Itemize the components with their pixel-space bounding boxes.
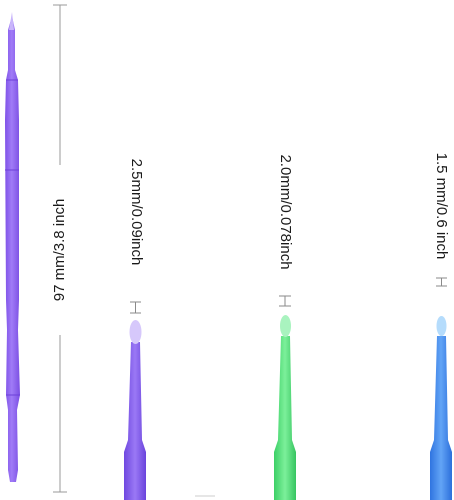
medium-tip-flocked-head (280, 315, 291, 337)
small-tip-size-marker (436, 277, 447, 287)
small-tip-applicator-body (430, 336, 452, 500)
small-tip-label: 1.5 mm/0.6 inch (433, 153, 450, 260)
large-tip-applicator: 2.5mm/0.09inch (124, 159, 146, 500)
medium-tip-applicator: 2.0mm/0.078inch (274, 154, 296, 500)
small-tip-applicator: 1.5 mm/0.6 inch (430, 153, 452, 500)
length-dimension: 97 mm/3.8 inch (51, 4, 68, 493)
long-applicator-body (5, 16, 20, 482)
large-tip-applicator-body (124, 342, 146, 500)
total-length-label: 97 mm/3.8 inch (51, 199, 68, 302)
large-tip-label: 2.5mm/0.09inch (128, 159, 145, 266)
medium-tip-size-marker (279, 295, 291, 307)
long-applicator-tip (9, 12, 14, 30)
small-tip-flocked-head (436, 316, 447, 336)
medium-tip-label: 2.0mm/0.078inch (277, 154, 294, 269)
large-tip-flocked-head (129, 320, 142, 344)
medium-tip-applicator-body (274, 336, 296, 500)
large-tip-size-marker (130, 301, 141, 314)
long-applicator (5, 12, 20, 482)
